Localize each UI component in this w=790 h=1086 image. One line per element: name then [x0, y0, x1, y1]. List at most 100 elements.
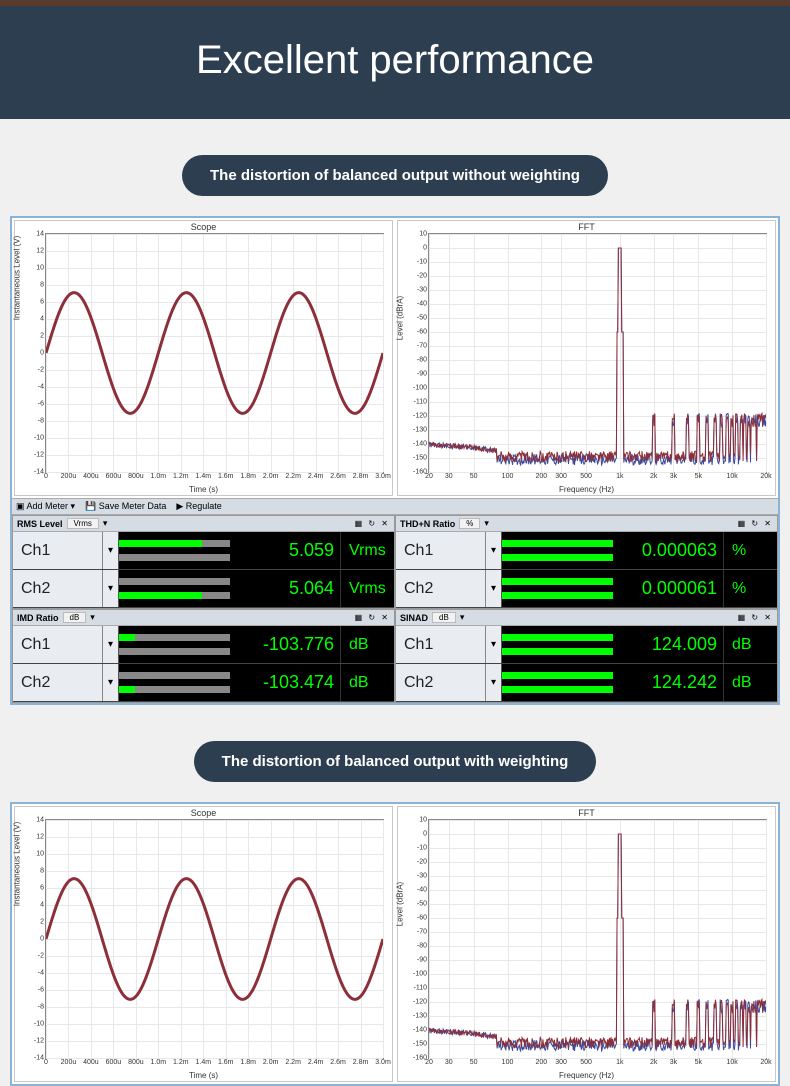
channel-label: Ch2 [13, 664, 103, 701]
scope-chart-2: Scope Instantaneous Level (V) -14-12-10-… [14, 806, 393, 1082]
scope-xtick: 2.0m [263, 472, 279, 480]
chevron-down-icon[interactable]: ▾ [460, 612, 465, 623]
fft-ytick: -60 [417, 915, 429, 922]
fft-ytick: -80 [417, 943, 429, 950]
channel-dropdown[interactable]: ▾ [103, 664, 119, 701]
chevron-down-icon[interactable]: ▾ [484, 518, 489, 529]
fft-xtick: 10k [727, 472, 738, 480]
scope-xtick: 1.0m [151, 472, 167, 480]
fft-xtick: 2k [650, 1058, 657, 1066]
fft-xtick: 500 [580, 1058, 592, 1066]
sinad-unit-select[interactable]: dB [432, 612, 456, 623]
scope-ytick: -4 [38, 384, 46, 391]
scope-xtick: 1.8m [240, 1058, 256, 1066]
fft-xtick: 2k [650, 472, 657, 480]
fft-ytick: 10 [419, 817, 429, 824]
thdn-panel-icons[interactable]: ▦ ↻ ✕ [738, 519, 773, 528]
scope-xtick: 2.2m [285, 1058, 301, 1066]
fft-ytick: -40 [417, 887, 429, 894]
meter-unit: % [723, 532, 777, 569]
channel-dropdown[interactable]: ▾ [486, 664, 502, 701]
imd-panel-icons[interactable]: ▦ ↻ ✕ [355, 613, 390, 622]
imd-meter: IMD Ratio dB ▾ ▦ ↻ ✕ Ch1▾-103.776dBCh2▾-… [12, 609, 395, 703]
rms-header: RMS Level Vrms ▾ ▦ ↻ ✕ [13, 516, 394, 532]
fft-ytick: -20 [417, 859, 429, 866]
scope-xtick: 400u [83, 1058, 99, 1066]
meter-row-2: IMD Ratio dB ▾ ▦ ↻ ✕ Ch1▾-103.776dBCh2▾-… [12, 609, 778, 703]
rms-ch1: Ch1▾5.059Vrms [13, 532, 394, 570]
meter-unit: dB [340, 664, 394, 701]
scope-ytick: -10 [34, 1021, 46, 1028]
scope-ytick: -2 [38, 953, 46, 960]
scope-xtick: 2.0m [263, 1058, 279, 1066]
channel-label: Ch1 [13, 532, 103, 569]
save-meter-button[interactable]: 💾 Save Meter Data [85, 501, 166, 512]
scope-ytick: 10 [36, 265, 46, 272]
chevron-down-icon[interactable]: ▾ [90, 612, 95, 623]
measurement-panel-2: Scope Instantaneous Level (V) -14-12-10-… [10, 802, 780, 1086]
thdn-header: THD+N Ratio % ▾ ▦ ↻ ✕ [396, 516, 777, 532]
regulate-button[interactable]: ▶ Regulate [176, 501, 221, 512]
thdn-ch2: Ch2▾0.000061% [396, 570, 777, 608]
scope-ytick: -12 [34, 452, 46, 459]
fft-xtick: 20 [425, 472, 433, 480]
thdn-body: Ch1▾0.000063%Ch2▾0.000061% [396, 532, 777, 608]
fft-xtick: 300 [555, 472, 567, 480]
scope-xtick: 800u [128, 472, 144, 480]
channel-label: Ch2 [396, 570, 486, 607]
meter-row-1: RMS Level Vrms ▾ ▦ ↻ ✕ Ch1▾5.059VrmsCh2▾… [12, 515, 778, 609]
sinad-header: SINAD dB ▾ ▦ ↻ ✕ [396, 610, 777, 626]
rms-unit-select[interactable]: Vrms [67, 518, 99, 529]
fft-ytick: -140 [413, 441, 429, 448]
scope-xtick: 1.2m [173, 1058, 189, 1066]
sinad-panel-icons[interactable]: ▦ ↻ ✕ [738, 613, 773, 622]
imd-body: Ch1▾-103.776dBCh2▾-103.474dB [13, 626, 394, 702]
thdn-unit-select[interactable]: % [459, 518, 480, 529]
meter-value: -103.474 [230, 664, 340, 701]
scope-xlabel-2: Time (s) [189, 1071, 218, 1080]
meter-value: 5.064 [230, 570, 340, 607]
imd-unit-select[interactable]: dB [63, 612, 87, 623]
meter-unit: % [723, 570, 777, 607]
channel-dropdown[interactable]: ▾ [103, 626, 119, 663]
rms-panel-icons[interactable]: ▦ ↻ ✕ [355, 519, 390, 528]
scope-ylabel: Instantaneous Level (V) [13, 236, 22, 321]
meter-toolbar: ▣ Add Meter ▾ 💾 Save Meter Data ▶ Regula… [12, 498, 778, 515]
fft-xtick: 1k [616, 1058, 623, 1066]
page-header: Excellent performance [0, 0, 790, 119]
scope-xtick: 800u [128, 1058, 144, 1066]
fft-chart-2: FFT Level (dBrA) 100-10-20-30-40-50-60-7… [397, 806, 776, 1082]
meter-unit: Vrms [340, 532, 394, 569]
fft-ytick: -50 [417, 315, 429, 322]
sinad-ch1: Ch1▾124.009dB [396, 626, 777, 664]
chevron-down-icon[interactable]: ▾ [103, 518, 108, 529]
fft-ytick: -130 [413, 427, 429, 434]
meter-unit: dB [723, 664, 777, 701]
fft-ylabel-2: Level (dBrA) [396, 882, 405, 926]
channel-dropdown[interactable]: ▾ [486, 570, 502, 607]
meter-value: 124.242 [613, 664, 723, 701]
thdn-meter: THD+N Ratio % ▾ ▦ ↻ ✕ Ch1▾0.000063%Ch2▾0… [395, 515, 778, 609]
add-meter-button[interactable]: ▣ Add Meter ▾ [16, 501, 75, 512]
scope-plot: -14-12-10-8-6-4-2024681012140200u400u600… [45, 233, 384, 473]
sinad-name: SINAD [400, 613, 428, 623]
meter-bar [119, 532, 230, 569]
channel-dropdown[interactable]: ▾ [103, 532, 119, 569]
channel-dropdown[interactable]: ▾ [103, 570, 119, 607]
scope-title: Scope [15, 221, 392, 233]
fft-ytick: -70 [417, 929, 429, 936]
scope-xtick: 1.4m [195, 1058, 211, 1066]
fft-ytick: -100 [413, 384, 429, 391]
fft-ytick: 10 [419, 231, 429, 238]
fft-ytick: -110 [414, 399, 430, 406]
fft-xtick: 500 [580, 472, 592, 480]
chart-row-2: Scope Instantaneous Level (V) -14-12-10-… [12, 804, 778, 1084]
fft-xlabel: Frequency (Hz) [559, 485, 614, 494]
section-pill-1: The distortion of balanced output withou… [182, 155, 608, 196]
fft-ytick: -120 [413, 413, 429, 420]
channel-label: Ch1 [13, 626, 103, 663]
channel-dropdown[interactable]: ▾ [486, 532, 502, 569]
channel-dropdown[interactable]: ▾ [486, 626, 502, 663]
fft-xtick: 10k [727, 1058, 738, 1066]
meter-bar [502, 664, 613, 701]
